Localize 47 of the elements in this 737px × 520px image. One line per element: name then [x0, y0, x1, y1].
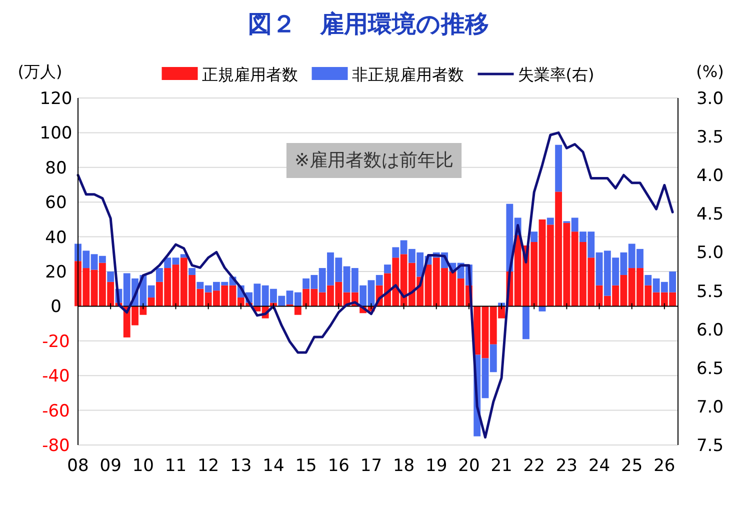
- x-tick-label: 21: [490, 456, 512, 476]
- x-tick-label: 20: [458, 456, 480, 476]
- y2-tick-label: 5.0: [696, 243, 724, 264]
- x-tick-label: 14: [262, 456, 284, 476]
- y-tick-label: 80: [45, 158, 67, 178]
- y2-tick-label: 3.5: [696, 128, 724, 148]
- x-tick-label: 23: [556, 456, 578, 476]
- x-tick-label: 17: [360, 456, 382, 476]
- x-tick-label: 08: [67, 456, 89, 476]
- x-tick-label: 11: [164, 456, 187, 476]
- y-tick-label: -80: [42, 436, 70, 456]
- x-tick-label: 18: [392, 456, 415, 476]
- y2-tick-label: 6.0: [696, 320, 724, 340]
- x-tick-label: 16: [328, 456, 350, 476]
- legend-label: 失業率(右): [518, 65, 594, 84]
- y-tick-label: -40: [42, 366, 70, 387]
- x-tick-label: 12: [197, 456, 220, 476]
- x-tick-label: 25: [621, 456, 643, 476]
- y-tick-label: -60: [42, 401, 70, 422]
- legend-label: 正規雇用者数: [202, 65, 298, 84]
- y2-tick-label: 7.0: [696, 397, 724, 418]
- x-tick-label: 10: [132, 456, 154, 476]
- x-tick-label: 26: [654, 456, 676, 476]
- x-tick-label: 13: [230, 456, 252, 476]
- y-tick-label: 20: [45, 262, 67, 282]
- y2-tick-label: 6.5: [696, 358, 724, 379]
- y2-axis-title: (%): [696, 62, 724, 81]
- annotation: ※雇用者数は前年比: [294, 150, 454, 171]
- chart-title: 図２ 雇用環境の推移: [248, 10, 489, 38]
- y2-tick-label: 7.5: [696, 436, 724, 456]
- y2-tick-label: 5.5: [696, 282, 724, 302]
- y-tick-label: 60: [45, 193, 67, 214]
- y-tick-label: 40: [45, 228, 67, 248]
- y-axis-title: (万人): [18, 62, 62, 81]
- x-tick-label: 09: [100, 456, 122, 476]
- x-tick-label: 15: [295, 456, 317, 476]
- x-tick-label: 24: [588, 456, 610, 476]
- x-tick-label: 22: [523, 456, 545, 476]
- y-tick-label: 100: [40, 124, 72, 144]
- y2-tick-label: 4.0: [696, 166, 724, 186]
- x-tick-label: 19: [426, 456, 448, 476]
- y-tick-label: 0: [50, 297, 62, 318]
- y-tick-label: -20: [42, 332, 70, 352]
- y-tick-label: 120: [40, 89, 72, 109]
- y2-tick-label: 3.0: [696, 89, 724, 109]
- legend-label: 非正規雇用者数: [352, 65, 464, 84]
- y2-tick-label: 4.5: [696, 204, 724, 225]
